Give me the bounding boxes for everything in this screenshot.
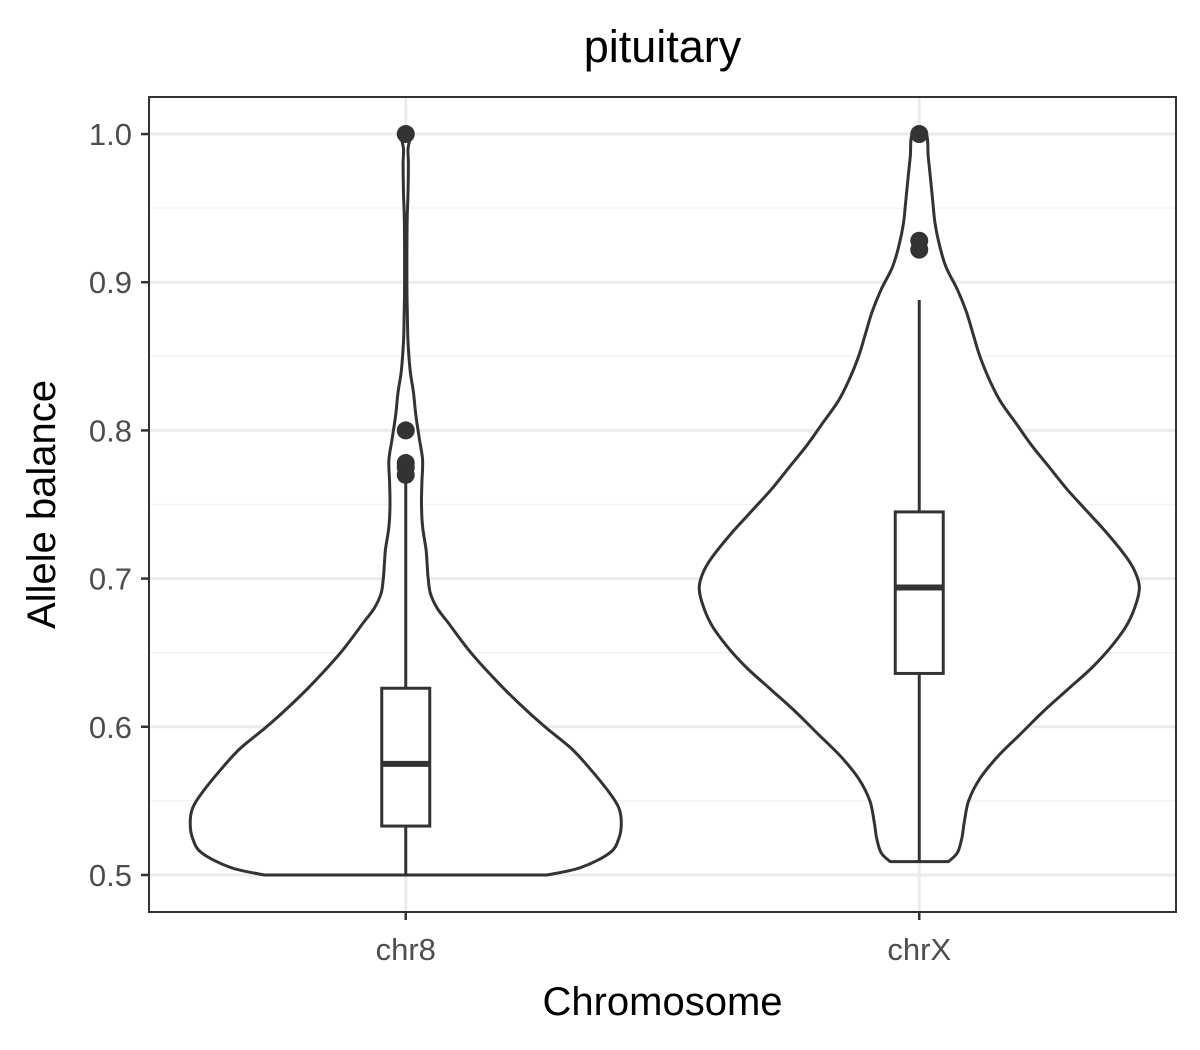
y-axis-title: Allele balance xyxy=(20,380,64,629)
y-tick-label: 0.8 xyxy=(89,413,132,448)
outlier-point xyxy=(910,232,928,250)
y-tick-label: 0.7 xyxy=(89,562,132,597)
outlier-point xyxy=(397,454,415,472)
y-tick-label: 0.5 xyxy=(89,858,132,893)
chart-title: pituitary xyxy=(584,21,742,72)
box-chrX xyxy=(895,512,943,674)
outlier-point xyxy=(910,125,928,143)
x-axis-title: Chromosome xyxy=(542,980,782,1024)
x-tick-label: chr8 xyxy=(376,932,436,967)
outlier-point xyxy=(397,421,415,439)
y-tick-label: 0.9 xyxy=(89,265,132,300)
x-tick-label: chrX xyxy=(887,932,951,967)
y-tick-label: 1.0 xyxy=(89,117,132,152)
box-chr8 xyxy=(382,688,430,826)
y-tick-label: 0.6 xyxy=(89,710,132,745)
violins xyxy=(190,125,1139,875)
outlier-point xyxy=(397,125,415,143)
